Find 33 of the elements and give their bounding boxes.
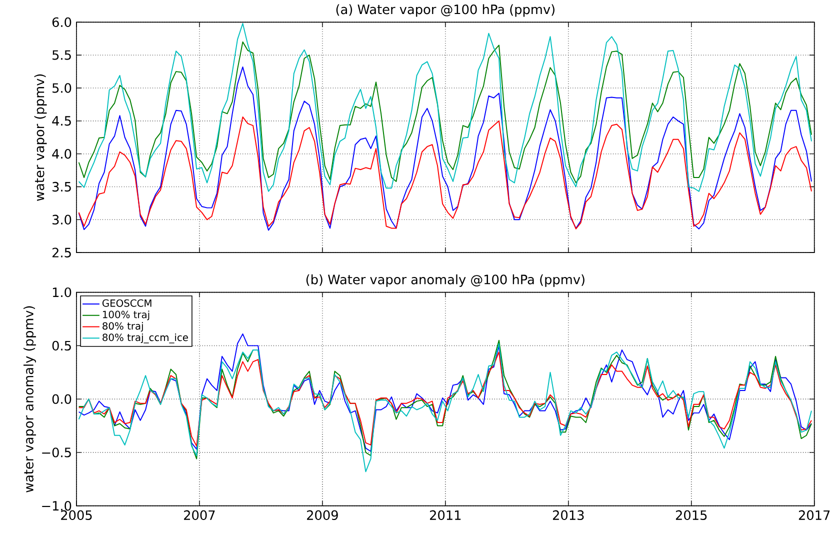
y-tick-label: 5.0 [52, 83, 72, 94]
legend-label: 80% traj_ccm_ice [102, 334, 188, 344]
y-tick-label: 5.5 [52, 50, 71, 60]
legend-label: 80% traj [102, 322, 143, 332]
y-axis-title: water vapor (ppmv) [34, 74, 47, 202]
y-tick-label: 3.5 [52, 182, 71, 192]
x-tick-label: 2005 [61, 510, 92, 520]
line-series [78, 352, 812, 447]
y-tick-label: −1.0 [42, 501, 72, 511]
chart-title: (b) Water vapor anomaly @100 hPa (ppmv) [306, 274, 584, 288]
x-tick-label: 2013 [552, 510, 584, 520]
y-tick-label: 4.5 [52, 116, 71, 126]
y-axis-title: water vapor anomaly (ppmv) [24, 306, 36, 493]
x-tick-label: 2017 [798, 510, 830, 520]
y-tick-label: −0.5 [42, 448, 71, 458]
line-series [78, 116, 812, 230]
y-tick-label: 6.0 [52, 18, 72, 28]
x-tick-label: 2015 [676, 510, 707, 520]
y-tick-label: 3.0 [52, 214, 72, 225]
x-tick-label: 2007 [184, 510, 215, 520]
y-tick-label: 0.5 [52, 341, 71, 351]
x-tick-label: 2009 [307, 510, 338, 520]
chart-title: (a) Water vapor @100 hPa (ppmv) [336, 4, 554, 17]
legend-label: GEOSCCM [102, 300, 152, 308]
y-tick-label: 4.0 [52, 149, 72, 159]
y-tick-label: 1.0 [52, 288, 72, 298]
line-series [78, 66, 812, 231]
y-tick-label: 2.5 [52, 248, 71, 258]
legend-label: 100% traj [103, 310, 150, 320]
line-series [78, 23, 812, 192]
y-tick-label: 0.0 [52, 394, 72, 404]
x-tick-label: 2011 [430, 510, 461, 520]
line-series [78, 42, 812, 184]
